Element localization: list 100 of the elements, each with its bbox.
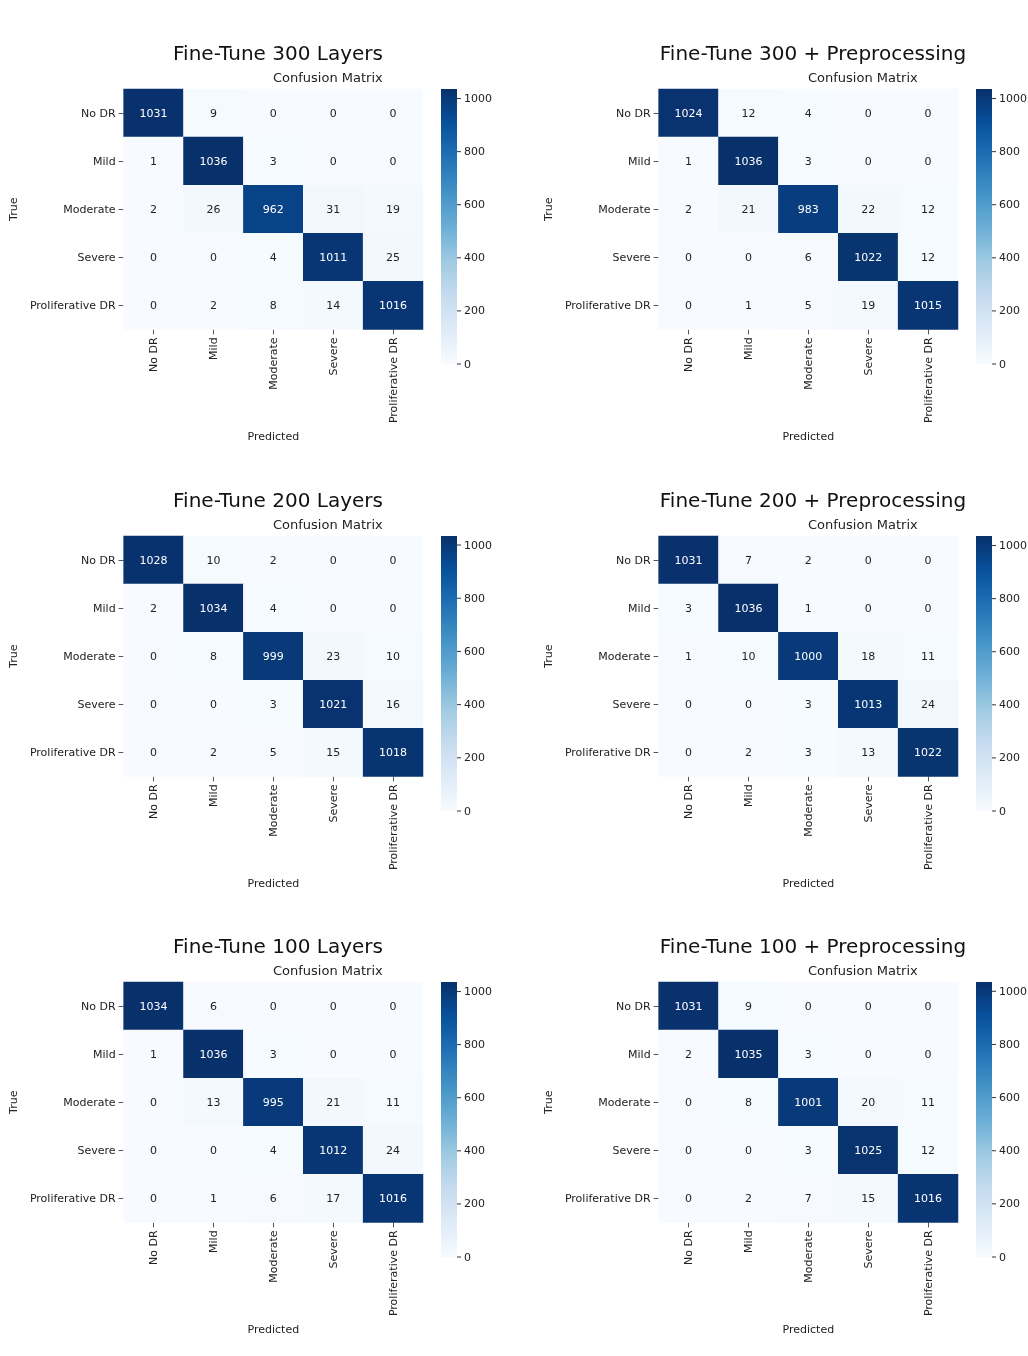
data-label: 0 bbox=[209, 697, 217, 711]
chart-subtitle: Confusion Matrix bbox=[808, 963, 919, 978]
data-label: 1025 bbox=[854, 1143, 883, 1157]
x-tick-label: No DR bbox=[147, 337, 161, 372]
data-label: 11 bbox=[386, 1095, 401, 1109]
data-label: 0 bbox=[864, 154, 872, 168]
x-tick-label: Severe bbox=[326, 337, 340, 376]
chart-subtitle: Confusion Matrix bbox=[808, 70, 919, 85]
x-tick-label: Mild bbox=[206, 1230, 220, 1253]
data-label: 7 bbox=[744, 553, 752, 567]
data-label: 16 bbox=[386, 697, 401, 711]
x-axis-title: Predicted bbox=[247, 1323, 300, 1336]
data-label: 2 bbox=[685, 1047, 693, 1061]
y-tick-label: No DR bbox=[81, 999, 116, 1013]
x-tick-label: Severe bbox=[861, 783, 875, 822]
data-label: 3 bbox=[804, 154, 812, 168]
data-label: 0 bbox=[685, 250, 693, 264]
data-label: 1 bbox=[685, 154, 693, 168]
data-label: 1036 bbox=[199, 154, 228, 168]
data-label: 0 bbox=[744, 250, 752, 264]
x-tick-label: Proliferative DR bbox=[921, 1230, 935, 1317]
data-label: 0 bbox=[209, 250, 217, 264]
data-label: 4 bbox=[269, 250, 277, 264]
data-label: 18 bbox=[861, 649, 876, 663]
chart-title: Fine-Tune 200 Layers bbox=[173, 487, 383, 512]
y-tick-label: Severe bbox=[612, 250, 651, 264]
data-label: 2 bbox=[804, 553, 812, 567]
color-bar-label: 200 bbox=[464, 1197, 485, 1211]
color-bar-label: 0 bbox=[999, 357, 1006, 371]
data-label: 6 bbox=[269, 1191, 277, 1205]
data-label: 0 bbox=[329, 154, 337, 168]
data-label: 0 bbox=[864, 1047, 872, 1061]
data-label: 14 bbox=[326, 298, 341, 312]
data-label: 3 bbox=[804, 697, 812, 711]
y-tick-label: Proliferative DR bbox=[29, 1191, 116, 1205]
x-tick-label: Mild bbox=[741, 783, 755, 807]
color-bar-label: 400 bbox=[464, 697, 485, 711]
data-label: 2 bbox=[744, 745, 752, 759]
data-label: 23 bbox=[326, 649, 341, 663]
color-bar-label: 0 bbox=[464, 357, 471, 371]
color-bar-label: 200 bbox=[999, 1197, 1020, 1211]
data-label: 0 bbox=[269, 106, 277, 120]
data-label: 22 bbox=[861, 202, 876, 216]
data-label: 1036 bbox=[199, 1047, 228, 1061]
x-tick-label: Mild bbox=[741, 1230, 755, 1253]
color-bar-label: 600 bbox=[464, 198, 485, 212]
data-label: 0 bbox=[329, 106, 337, 120]
data-label: 1028 bbox=[139, 553, 168, 567]
data-label: 0 bbox=[150, 1143, 158, 1157]
data-label: 0 bbox=[804, 999, 812, 1013]
color-bar-label: 600 bbox=[999, 198, 1020, 212]
x-tick-label: Mild bbox=[206, 337, 220, 360]
chart-subtitle: Confusion Matrix bbox=[273, 963, 384, 978]
data-label: 1013 bbox=[854, 697, 883, 711]
data-label: 1024 bbox=[674, 106, 703, 120]
data-label: 999 bbox=[262, 649, 284, 663]
data-label: 1031 bbox=[139, 106, 168, 120]
data-label: 0 bbox=[389, 1047, 397, 1061]
data-label: 3 bbox=[269, 154, 277, 168]
color-bar-label: 200 bbox=[999, 750, 1020, 764]
data-label: 2 bbox=[209, 745, 217, 759]
color-bar-label: 1000 bbox=[999, 92, 1027, 106]
y-tick-label: Moderate bbox=[598, 202, 651, 216]
chart-title: Fine-Tune 200 + Preprocessing bbox=[659, 487, 967, 512]
data-label: 17 bbox=[326, 1191, 341, 1205]
data-label: 1011 bbox=[319, 250, 348, 264]
y-axis-title: True bbox=[7, 643, 20, 669]
data-label: 19 bbox=[386, 202, 401, 216]
color-bar-label: 1000 bbox=[999, 984, 1027, 998]
x-axis-title: Predicted bbox=[247, 430, 300, 443]
data-label: 0 bbox=[269, 999, 277, 1013]
color-bar-label: 600 bbox=[464, 1091, 485, 1105]
x-tick-label: Proliferative DR bbox=[921, 783, 935, 870]
x-axis-title: Predicted bbox=[782, 430, 835, 443]
color-bar-label: 0 bbox=[464, 1250, 471, 1264]
data-label: 3 bbox=[269, 1047, 277, 1061]
data-label: 2 bbox=[685, 202, 693, 216]
data-label: 15 bbox=[861, 1191, 876, 1205]
data-label: 0 bbox=[924, 1047, 932, 1061]
data-label: 0 bbox=[685, 298, 693, 312]
data-label: 7 bbox=[804, 1191, 812, 1205]
x-tick-label: No DR bbox=[682, 1230, 696, 1265]
data-label: 1016 bbox=[914, 1191, 943, 1205]
data-label: 8 bbox=[269, 298, 277, 312]
color-bar-label: 0 bbox=[999, 804, 1006, 817]
color-bar-label: 200 bbox=[999, 304, 1020, 318]
data-label: 1034 bbox=[139, 999, 168, 1013]
color-bar-label: 1000 bbox=[464, 538, 492, 552]
y-tick-label: Proliferative DR bbox=[29, 745, 116, 759]
data-label: 1015 bbox=[914, 298, 943, 312]
data-label: 0 bbox=[685, 1143, 693, 1157]
data-label: 24 bbox=[386, 1143, 401, 1157]
color-bar-label: 800 bbox=[464, 145, 485, 159]
data-label: 10 bbox=[741, 649, 756, 663]
data-label: 0 bbox=[150, 298, 158, 312]
data-label: 1036 bbox=[734, 154, 763, 168]
data-label: 15 bbox=[326, 745, 341, 759]
data-label: 2 bbox=[269, 553, 277, 567]
data-label: 13 bbox=[206, 1095, 221, 1109]
data-label: 0 bbox=[150, 250, 158, 264]
